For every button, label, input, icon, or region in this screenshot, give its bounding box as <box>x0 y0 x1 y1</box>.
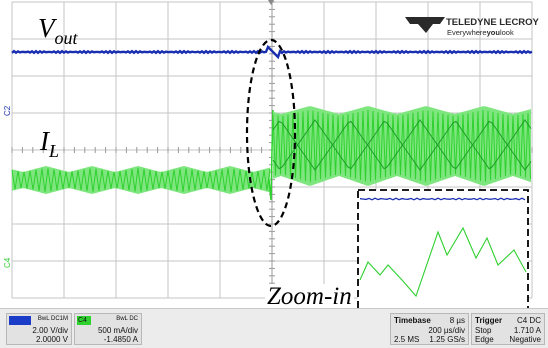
logo-mark-icon <box>405 17 445 33</box>
zoom-il-trace <box>359 226 527 298</box>
vout-label: Vout <box>38 13 78 48</box>
transition-highlight <box>245 38 297 228</box>
il-ripple-before <box>11 167 271 192</box>
logo-tagline: Everywhereyoulook <box>447 28 514 37</box>
il-step <box>268 109 274 201</box>
traces <box>11 44 533 201</box>
c4-offset: -1.4850 A <box>103 335 138 344</box>
c2-flags: BwL DC1M <box>37 316 68 322</box>
c2-offset: 2.0000 V <box>35 335 68 344</box>
il-label-main: I <box>40 126 49 156</box>
c2-marker: C2 <box>3 105 12 116</box>
c4-name: C4 <box>78 317 87 324</box>
trigger-descriptor[interactable]: Trigger C4 DC Stop 1.710 A Edge Negative <box>471 313 545 345</box>
zoom-inset <box>357 189 529 308</box>
c4-descriptor[interactable]: C4 BwL DC 500 mA/div -1.4850 A <box>74 313 142 345</box>
trigger-mode: Stop <box>475 326 492 335</box>
zoom-in-label: Zoom-in <box>265 283 354 310</box>
trigger-position-marker-icon <box>268 0 274 5</box>
il-label-sub: L <box>49 141 60 161</box>
vout-label-main: V <box>38 13 55 43</box>
status-bar: BwL DC1M 2.00 V/div 2.0000 V C4 BwL DC 5… <box>0 308 548 348</box>
il-pattern-b <box>272 119 532 171</box>
trigger-type: Edge <box>475 335 494 344</box>
timebase-delay: 8 µs <box>449 316 465 325</box>
zoom-vout-trace <box>359 197 526 201</box>
il-band-before <box>12 166 270 194</box>
waveform-display: TELEDYNE LECROY Everywhereyoulook C2 C4 <box>3 0 540 308</box>
il-label: IL <box>40 126 59 161</box>
c4-vdiv: 500 mA/div <box>97 326 138 335</box>
c2-descriptor[interactable]: BwL DC1M 2.00 V/div 2.0000 V <box>6 313 72 345</box>
trigger-channel: C4 DC <box>516 316 541 325</box>
timebase-descriptor[interactable]: Timebase 8 µs 200 µs/div 2.5 MS 1.25 GS/… <box>390 313 469 345</box>
c4-color-swatch <box>77 316 91 325</box>
c2-vdiv: 2.00 V/div <box>32 326 68 335</box>
trigger-title: Trigger <box>475 316 503 325</box>
timebase-title: Timebase <box>394 316 431 325</box>
timebase-rate: 1.25 GS/s <box>429 335 465 344</box>
il-pattern-a <box>272 119 532 171</box>
vout-trace <box>11 44 533 60</box>
timebase-tdiv: 200 µs/div <box>428 326 465 335</box>
zoom-inset-frame <box>357 189 529 308</box>
logo-brand: TELEDYNE LECROY <box>446 17 540 28</box>
vout-label-sub: out <box>54 28 78 48</box>
c2-color-swatch <box>9 316 31 325</box>
c4-flags: BwL DC <box>116 316 138 322</box>
c4-marker: C4 <box>3 257 12 268</box>
trigger-level: 1.710 A <box>513 326 541 335</box>
trigger-slope: Negative <box>509 335 541 344</box>
timebase-samples: 2.5 MS <box>394 335 420 344</box>
teledyne-lecroy-logo: TELEDYNE LECROY Everywhereyoulook <box>405 17 540 37</box>
